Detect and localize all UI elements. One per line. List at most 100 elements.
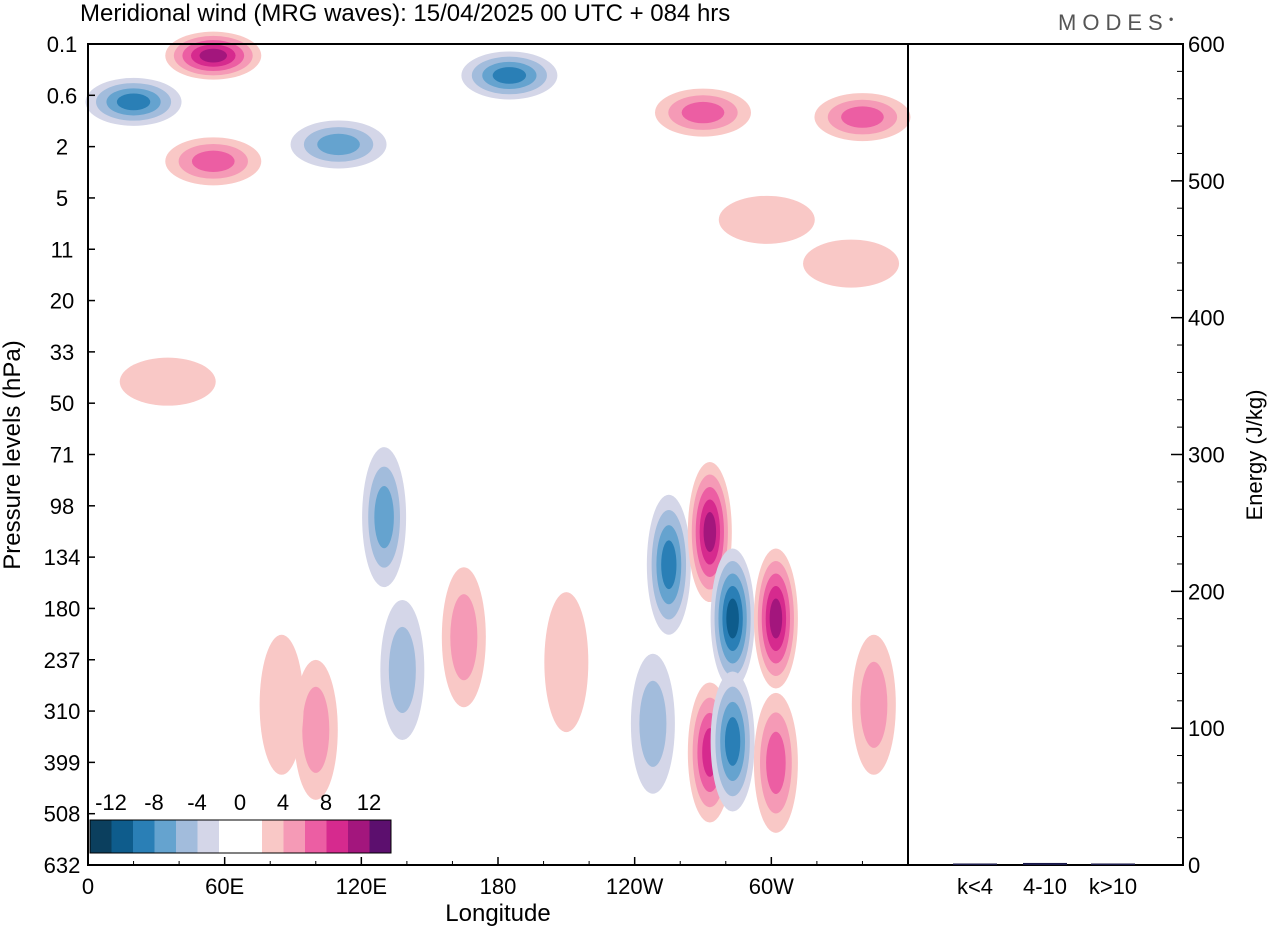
wind-contour [259, 634, 304, 775]
x-tick-label: 60W [749, 874, 794, 899]
x-tick-label: 180 [480, 874, 517, 899]
y-tick-label: 33 [50, 340, 74, 365]
colorbar-swatch [219, 820, 241, 853]
axes: 0.1 0.6 2 5 11 20 33 50 71 98 134 180 237 310 399 508 63… [0, 32, 1267, 927]
wind-feature-21 [293, 659, 338, 800]
y-tick-label: 632 [44, 853, 81, 878]
y-tick-label: 2 [56, 135, 68, 160]
colorbar-swatch [90, 820, 112, 853]
wind-feature-6 [165, 137, 262, 186]
wind-feature-18 [753, 548, 798, 689]
wind-contour [681, 101, 725, 124]
energy-tick-label: 300 [1188, 443, 1225, 468]
colorbar-swatch [326, 820, 348, 853]
energy-bar [1091, 863, 1135, 865]
wind-feature-20 [851, 634, 896, 775]
x-tick-label: 120E [336, 874, 387, 899]
colorbar-label: -4 [187, 790, 207, 815]
wind-feature-16 [710, 548, 755, 689]
wind-contour [450, 594, 478, 681]
energy-category-label: k>10 [1089, 874, 1137, 899]
wind-feature-17 [710, 671, 755, 812]
y-tick-label: 0.1 [47, 32, 78, 57]
modes-logo: MODES● [1058, 10, 1174, 35]
energy-tick-label: 100 [1188, 716, 1225, 741]
wind-contour [388, 626, 416, 714]
energy-axis-label: Energy (J/kg) [1242, 390, 1267, 521]
colorbar-swatch [348, 820, 370, 853]
energy-bar [1023, 862, 1067, 865]
y-tick-label: 399 [44, 750, 81, 775]
wind-feature-11 [630, 653, 675, 794]
colorbar-label: -8 [144, 790, 164, 815]
colorbar-label: 0 [234, 790, 246, 815]
colorbar-outline [89, 819, 392, 854]
energy-tick-label: 500 [1188, 169, 1225, 194]
wind-contour [317, 133, 360, 156]
y-tick-label: 50 [50, 391, 74, 416]
wind-contour [724, 717, 741, 766]
wind-feature-3 [655, 88, 751, 137]
colorbar-swatch [305, 820, 327, 853]
y-axis-label: Pressure levels (hPa) [0, 340, 26, 569]
wind-feature-10 [646, 494, 691, 635]
wind-feature-13 [380, 599, 425, 740]
energy-bars: k<4 4-10 k>10 [953, 862, 1137, 899]
wind-contour [119, 357, 216, 406]
y-tick-label: 20 [50, 289, 74, 314]
wind-contour [191, 150, 235, 172]
y-tick-label: 310 [44, 699, 81, 724]
x-axis-label: Longitude [445, 900, 550, 927]
energy-tick-label: 0 [1188, 853, 1200, 878]
wind-contour [769, 598, 783, 639]
colorbar-swatch [111, 820, 133, 853]
colorbar-swatch [369, 820, 391, 853]
colorbar-label: 12 [357, 790, 381, 815]
energy-category-label: 4-10 [1023, 874, 1067, 899]
wind-feature-2 [461, 51, 558, 100]
wind-contour [544, 592, 589, 733]
colorbar-label: 4 [277, 790, 289, 815]
colorbar-swatch [176, 820, 198, 853]
energy-category-label: k<4 [957, 874, 993, 899]
y-tick-label: 237 [44, 648, 81, 673]
y-tick-label: 11 [51, 237, 74, 262]
wind-contour [766, 731, 786, 795]
colorbar-label: -12 [95, 790, 127, 815]
energy-bar [953, 863, 997, 865]
wind-contour [302, 686, 330, 773]
energy-plot-frame [907, 43, 1184, 866]
colorbar-swatch [197, 820, 219, 853]
wind-feature-22 [259, 634, 304, 775]
wind-contour [199, 48, 227, 63]
wind-feature-5 [290, 120, 387, 169]
colorbar-swatch [154, 820, 176, 853]
y-tick-label: 71 [50, 443, 74, 468]
wind-contour [841, 106, 884, 128]
wind-feature-1 [85, 77, 182, 126]
y-tick-label: 0.6 [47, 83, 78, 108]
wind-feature-24 [544, 592, 589, 733]
wind-contour [703, 512, 717, 553]
wind-feature-0 [165, 31, 262, 80]
wind-contour [726, 598, 739, 639]
wind-contour [661, 540, 677, 590]
colorbar-swatch [283, 820, 305, 853]
colorbar-label: 8 [320, 790, 332, 815]
wind-feature-8 [803, 239, 900, 288]
chart-title: Meridional wind (MRG waves): 15/04/2025 … [80, 0, 731, 27]
wind-contour [860, 661, 888, 748]
colorbar-swatch [240, 820, 262, 853]
colorbar: -12 -8 -4 0 4 8 12 [89, 790, 392, 854]
x-tick-label: 60E [205, 874, 244, 899]
wind-feature-7 [718, 195, 815, 244]
wind-feature-4 [814, 93, 911, 142]
wind-contour [374, 486, 394, 549]
energy-tick-label: 200 [1188, 579, 1225, 604]
colorbar-swatch [262, 820, 284, 853]
wind-contour [116, 93, 151, 111]
wind-feature-23 [441, 567, 486, 708]
wind-feature-9 [119, 357, 216, 406]
y-tick-label: 98 [50, 494, 74, 519]
